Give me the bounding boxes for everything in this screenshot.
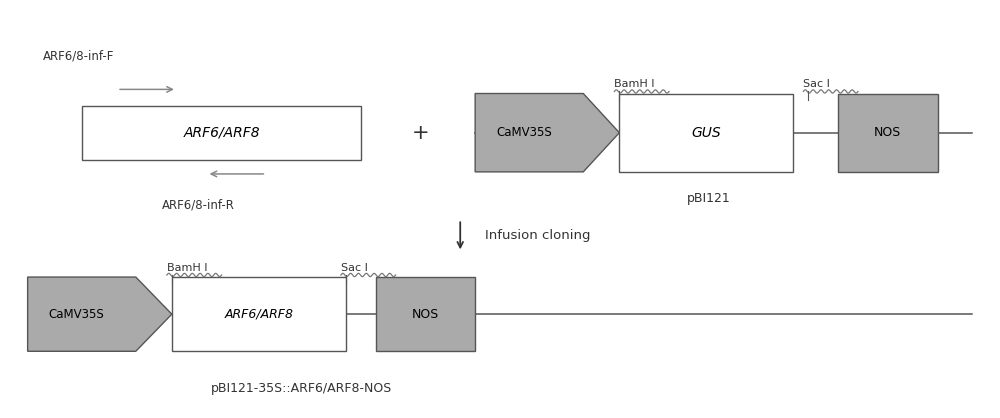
Text: NOS: NOS bbox=[874, 126, 901, 139]
Text: ARF6/8-inf-R: ARF6/8-inf-R bbox=[162, 199, 235, 212]
Bar bbox=[376, 277, 475, 351]
Text: ARF6/ARF8: ARF6/ARF8 bbox=[183, 126, 260, 140]
Bar bbox=[172, 277, 346, 351]
Text: pBI121-35S::ARF6/ARF8-NOS: pBI121-35S::ARF6/ARF8-NOS bbox=[210, 382, 392, 395]
Bar bbox=[838, 94, 938, 172]
Text: Sac I: Sac I bbox=[803, 79, 830, 89]
Text: CaMV35S: CaMV35S bbox=[48, 308, 104, 321]
Text: ARF6/8-inf-F: ARF6/8-inf-F bbox=[43, 50, 114, 63]
Text: GUS: GUS bbox=[692, 126, 721, 140]
Text: BamH I: BamH I bbox=[167, 263, 207, 273]
Text: Infusion cloning: Infusion cloning bbox=[485, 229, 591, 242]
Polygon shape bbox=[475, 94, 619, 172]
Text: BamH I: BamH I bbox=[614, 79, 655, 89]
Bar bbox=[619, 94, 793, 172]
Text: CaMV35S: CaMV35S bbox=[496, 126, 552, 139]
Text: +: + bbox=[412, 123, 429, 143]
Text: pBI121: pBI121 bbox=[687, 192, 731, 205]
Text: NOS: NOS bbox=[412, 308, 439, 321]
Polygon shape bbox=[28, 277, 172, 351]
Text: ARF6/ARF8: ARF6/ARF8 bbox=[224, 308, 293, 321]
Bar bbox=[82, 106, 361, 160]
Text: Sac I: Sac I bbox=[341, 263, 368, 273]
